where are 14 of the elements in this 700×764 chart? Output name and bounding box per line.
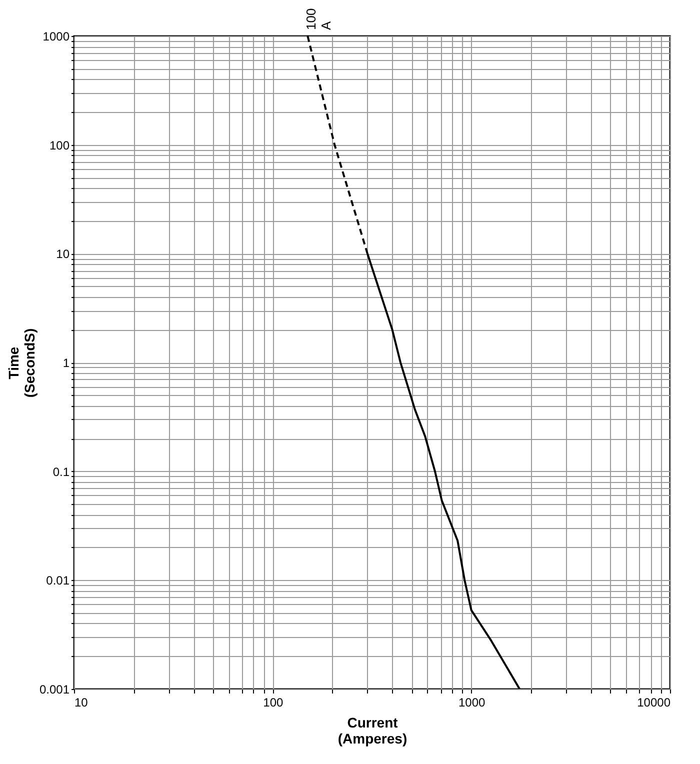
x-axis-title: Current (Amperes) <box>338 714 408 746</box>
y-tick-label: 10 <box>56 247 70 262</box>
x-tick-label: 100 <box>263 696 284 710</box>
y-tick-label: 1 <box>62 356 70 370</box>
y-tick-label: 0.001 <box>39 682 70 696</box>
y-axis-title: Time (SecondS) <box>5 328 38 398</box>
x-tick-label: 10000 <box>637 696 671 710</box>
y-tick-label: 0.1 <box>52 464 70 479</box>
y-tick-label: 0.01 <box>46 574 70 588</box>
x-tick-label: 10 <box>74 696 88 710</box>
y-tick-label: 100 <box>49 138 70 152</box>
annotation: 100 A <box>304 8 334 30</box>
x-tick-label: 1000 <box>458 696 486 710</box>
y-tick-label: 1000 <box>42 30 70 44</box>
